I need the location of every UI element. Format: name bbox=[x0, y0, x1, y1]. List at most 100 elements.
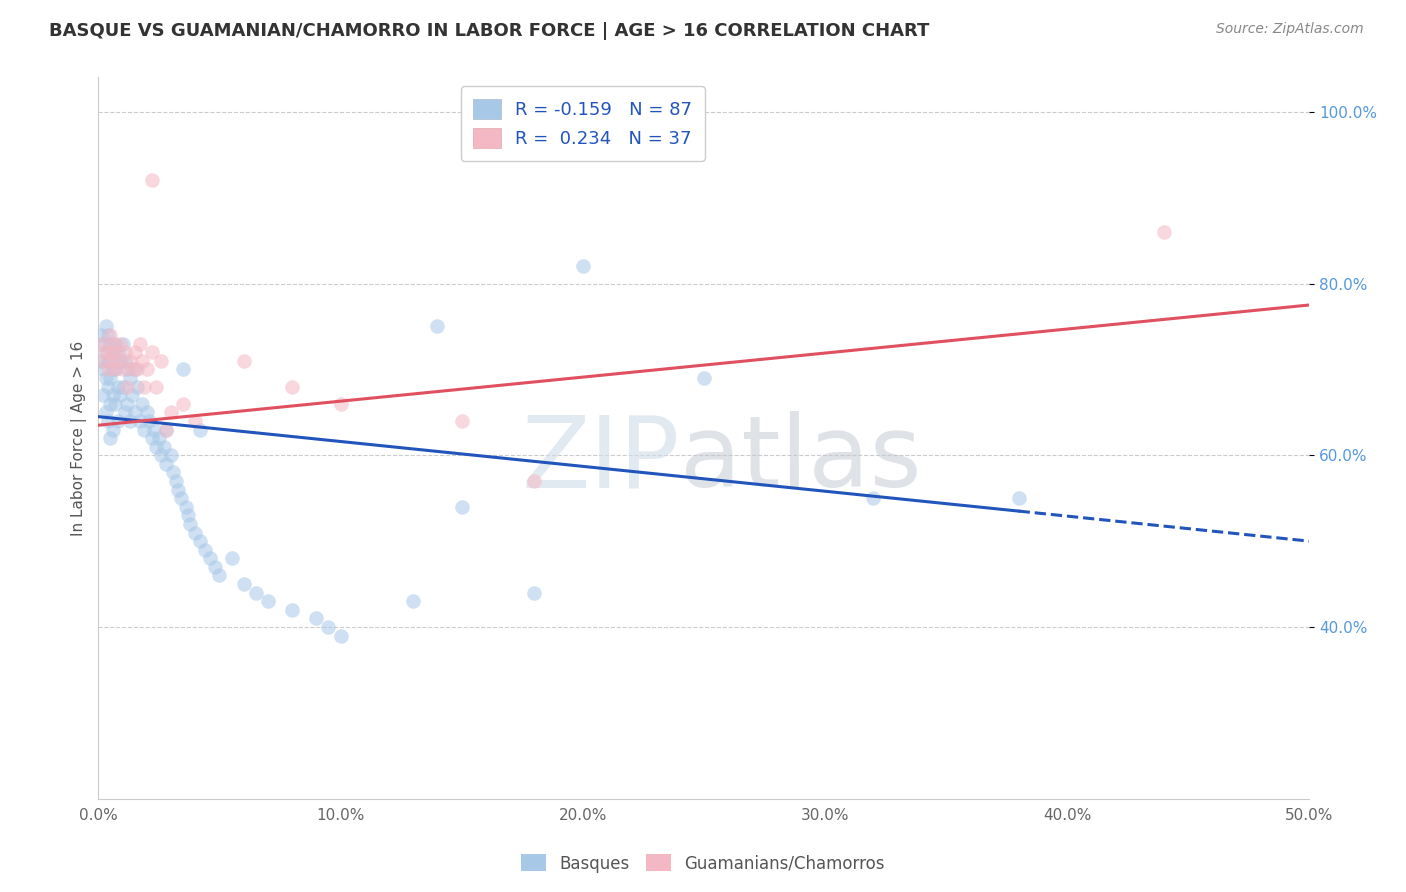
Point bbox=[91, 336, 114, 351]
Point bbox=[135, 362, 157, 376]
Point bbox=[114, 405, 136, 419]
Point bbox=[118, 354, 141, 368]
Point bbox=[145, 440, 167, 454]
Point bbox=[155, 423, 177, 437]
Point bbox=[107, 354, 129, 368]
Point bbox=[104, 397, 127, 411]
Point bbox=[100, 354, 122, 368]
Point bbox=[107, 414, 129, 428]
Point bbox=[127, 362, 149, 376]
Point bbox=[177, 508, 200, 523]
Point bbox=[135, 405, 157, 419]
Point bbox=[117, 362, 139, 376]
Point bbox=[450, 414, 472, 428]
Point bbox=[571, 260, 593, 274]
Point bbox=[100, 336, 122, 351]
Point bbox=[245, 585, 267, 599]
Point bbox=[305, 611, 328, 625]
Point bbox=[114, 345, 136, 359]
Point bbox=[117, 379, 139, 393]
Point bbox=[167, 483, 190, 497]
Point bbox=[141, 345, 163, 359]
Point bbox=[184, 414, 207, 428]
Point bbox=[152, 440, 174, 454]
Point bbox=[97, 328, 120, 343]
Point bbox=[162, 466, 184, 480]
Point bbox=[100, 328, 122, 343]
Legend: R = -0.159   N = 87, R =  0.234   N = 37: R = -0.159 N = 87, R = 0.234 N = 37 bbox=[461, 87, 704, 161]
Point bbox=[426, 319, 449, 334]
Point bbox=[170, 491, 193, 506]
Point bbox=[100, 345, 122, 359]
Point bbox=[104, 336, 127, 351]
Point bbox=[108, 336, 131, 351]
Point bbox=[101, 354, 124, 368]
Point bbox=[134, 423, 156, 437]
Point bbox=[172, 362, 194, 376]
Point bbox=[204, 560, 226, 574]
Point bbox=[97, 354, 120, 368]
Point bbox=[1153, 225, 1175, 239]
Text: atlas: atlas bbox=[679, 411, 921, 508]
Point bbox=[100, 431, 122, 445]
Point bbox=[91, 354, 114, 368]
Point bbox=[693, 371, 716, 385]
Point bbox=[143, 423, 166, 437]
Point bbox=[101, 336, 124, 351]
Point bbox=[131, 354, 153, 368]
Point bbox=[104, 345, 127, 359]
Point bbox=[232, 354, 254, 368]
Legend: Basques, Guamanians/Chamorros: Basques, Guamanians/Chamorros bbox=[515, 847, 891, 880]
Text: Source: ZipAtlas.com: Source: ZipAtlas.com bbox=[1216, 22, 1364, 37]
Point bbox=[257, 594, 280, 608]
Point bbox=[141, 431, 163, 445]
Point bbox=[90, 354, 112, 368]
Point bbox=[145, 379, 167, 393]
Text: ZIP: ZIP bbox=[522, 411, 679, 508]
Point bbox=[450, 500, 472, 514]
Point bbox=[111, 379, 134, 393]
Point bbox=[94, 345, 117, 359]
Point bbox=[165, 474, 187, 488]
Point bbox=[101, 362, 124, 376]
Point bbox=[124, 345, 146, 359]
Point bbox=[91, 362, 114, 376]
Point bbox=[97, 379, 120, 393]
Point bbox=[160, 405, 183, 419]
Point bbox=[172, 397, 194, 411]
Point bbox=[94, 371, 117, 385]
Point bbox=[134, 379, 156, 393]
Point bbox=[124, 405, 146, 419]
Point bbox=[90, 336, 112, 351]
Point bbox=[155, 457, 177, 471]
Point bbox=[179, 516, 201, 531]
Point bbox=[124, 362, 146, 376]
Point bbox=[104, 362, 127, 376]
Point bbox=[523, 474, 546, 488]
Point bbox=[318, 620, 340, 634]
Point bbox=[232, 577, 254, 591]
Point bbox=[141, 173, 163, 187]
Point bbox=[94, 319, 117, 334]
Point bbox=[184, 525, 207, 540]
Point bbox=[100, 371, 122, 385]
Y-axis label: In Labor Force | Age > 16: In Labor Force | Age > 16 bbox=[72, 341, 87, 536]
Point bbox=[131, 397, 153, 411]
Point bbox=[148, 431, 170, 445]
Point bbox=[121, 362, 143, 376]
Point bbox=[90, 328, 112, 343]
Point bbox=[1007, 491, 1029, 506]
Point bbox=[101, 423, 124, 437]
Point bbox=[281, 603, 304, 617]
Point bbox=[128, 414, 150, 428]
Point bbox=[94, 345, 117, 359]
Point bbox=[155, 423, 177, 437]
Point bbox=[111, 336, 134, 351]
Point bbox=[174, 500, 197, 514]
Point bbox=[150, 354, 173, 368]
Point bbox=[194, 542, 217, 557]
Point bbox=[138, 414, 160, 428]
Point bbox=[188, 534, 211, 549]
Point bbox=[118, 371, 141, 385]
Point bbox=[114, 354, 136, 368]
